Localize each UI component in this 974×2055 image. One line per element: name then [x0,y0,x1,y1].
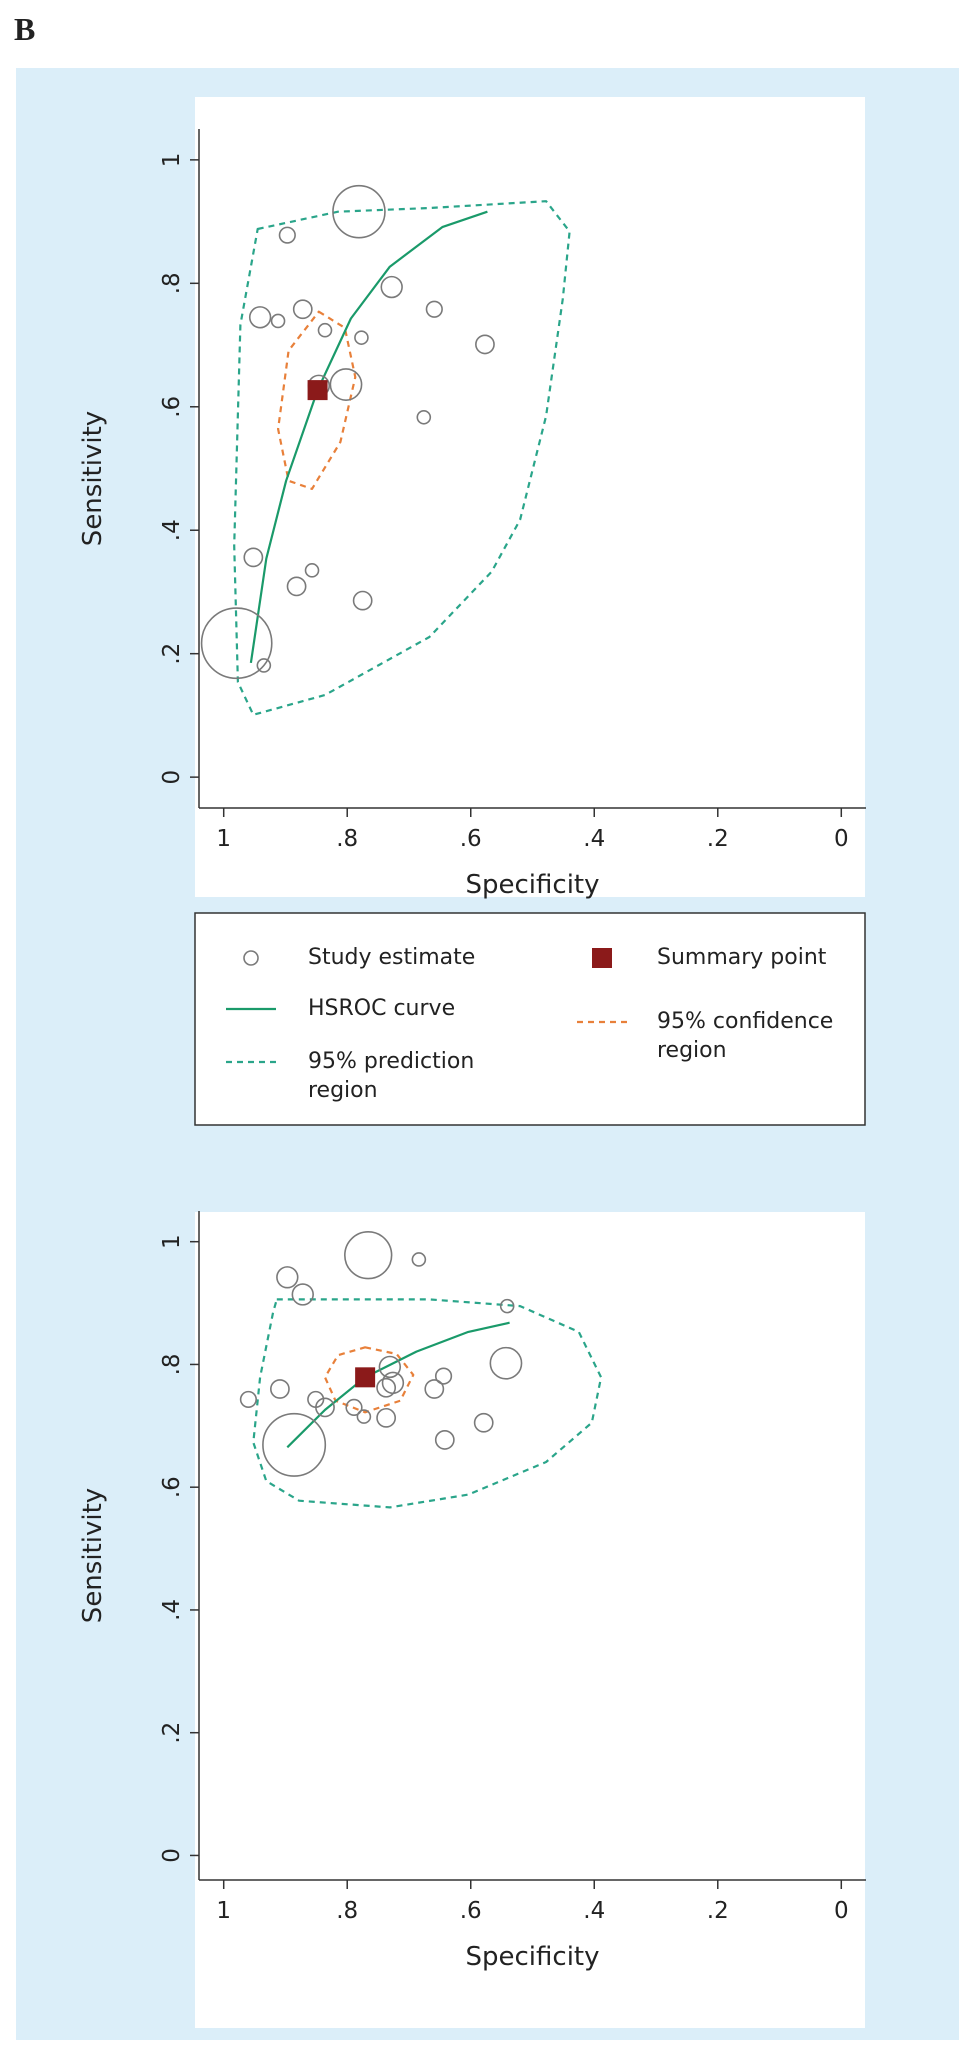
x-tick-label: 0 [834,826,849,852]
y-tick-label: 1 [159,1234,185,1249]
y-tick-label: .4 [159,1599,185,1621]
study-estimate [239,1390,258,1409]
study-estimate [345,1398,363,1417]
region [233,200,571,716]
y-tick-label: .8 [159,272,185,294]
x-axis-title: Specificity [466,1942,600,1972]
study-estimate [304,563,320,578]
study-estimate [329,368,363,401]
x-tick-label: .6 [460,826,482,852]
study-estimate [317,322,333,338]
legend-label: 95% prediction region [308,1049,475,1103]
study-estimate [434,1430,455,1450]
study-estimate [243,547,264,568]
study-estimate [425,300,443,318]
study-estimate [489,1346,523,1380]
region [277,310,357,490]
legend-label: 95% confidence region [657,1009,834,1063]
x-tick-label: .6 [460,1898,482,1924]
study-estimate [473,1412,494,1433]
y-tick-label: 0 [159,770,185,785]
study-estimate [262,1412,327,1477]
y-tick-label: .4 [159,519,185,541]
x-axis-title: Specificity [466,870,600,900]
study-estimate [434,1367,453,1385]
study-estimate [200,607,273,680]
study-estimate [291,1283,314,1306]
study-estimate [270,313,286,329]
hsroc-curve [286,1321,510,1449]
study-estimate [380,275,403,299]
legend-marker [592,948,612,968]
y-tick-label: .6 [159,1476,185,1498]
legend-box [194,912,866,1126]
x-tick-label: .8 [336,826,358,852]
x-tick-label: .4 [583,826,605,852]
study-estimate [278,226,296,244]
legend-label: Summary point [657,945,827,970]
x-tick-label: 0 [834,1898,849,1924]
legend-label: HSROC curve [308,996,456,1021]
y-tick-label: .2 [159,643,185,665]
study-estimate [499,1298,515,1314]
y-tick-label: 0 [159,1848,185,1863]
study-estimate [332,184,386,239]
y-axis-title: Sensitivity [78,1488,108,1623]
study-estimate [256,658,272,673]
study-estimate [354,330,369,345]
region [252,1298,603,1509]
study-estimate [315,1397,335,1418]
x-tick-label: .8 [336,1898,358,1924]
study-estimate [276,1266,299,1289]
study-estimate [248,306,272,329]
y-tick-label: .2 [159,1722,185,1744]
study-estimate [344,1230,393,1280]
plot-background [195,1212,865,2028]
study-estimate [376,1407,397,1428]
study-estimate [352,590,373,611]
hsroc-curve [249,210,488,664]
legend-marker [243,950,259,966]
plot-background [195,97,865,897]
x-tick-label: 1 [216,1898,231,1924]
x-tick-label: .2 [707,1898,729,1924]
study-estimate [286,576,307,597]
summary-point [355,1367,376,1388]
study-estimate [378,1355,402,1379]
study-estimate [416,409,432,425]
panel-label: B [14,11,35,47]
y-axis-title: Sensitivity [78,411,108,546]
y-tick-label: .6 [159,396,185,418]
x-tick-label: 1 [216,826,231,852]
y-tick-label: 1 [159,153,185,168]
x-tick-label: .4 [583,1898,605,1924]
study-estimate [292,299,313,320]
study-estimate [424,1379,445,1399]
y-tick-label: .8 [159,1353,185,1375]
study-estimate [475,334,495,355]
study-estimate [376,1377,397,1398]
study-estimate [411,1252,427,1267]
region [323,1346,415,1414]
study-estimate [270,1379,290,1399]
summary-point [307,380,328,401]
study-estimate [356,1409,372,1424]
x-tick-label: .2 [707,826,729,852]
legend-label: Study estimate [308,945,476,970]
